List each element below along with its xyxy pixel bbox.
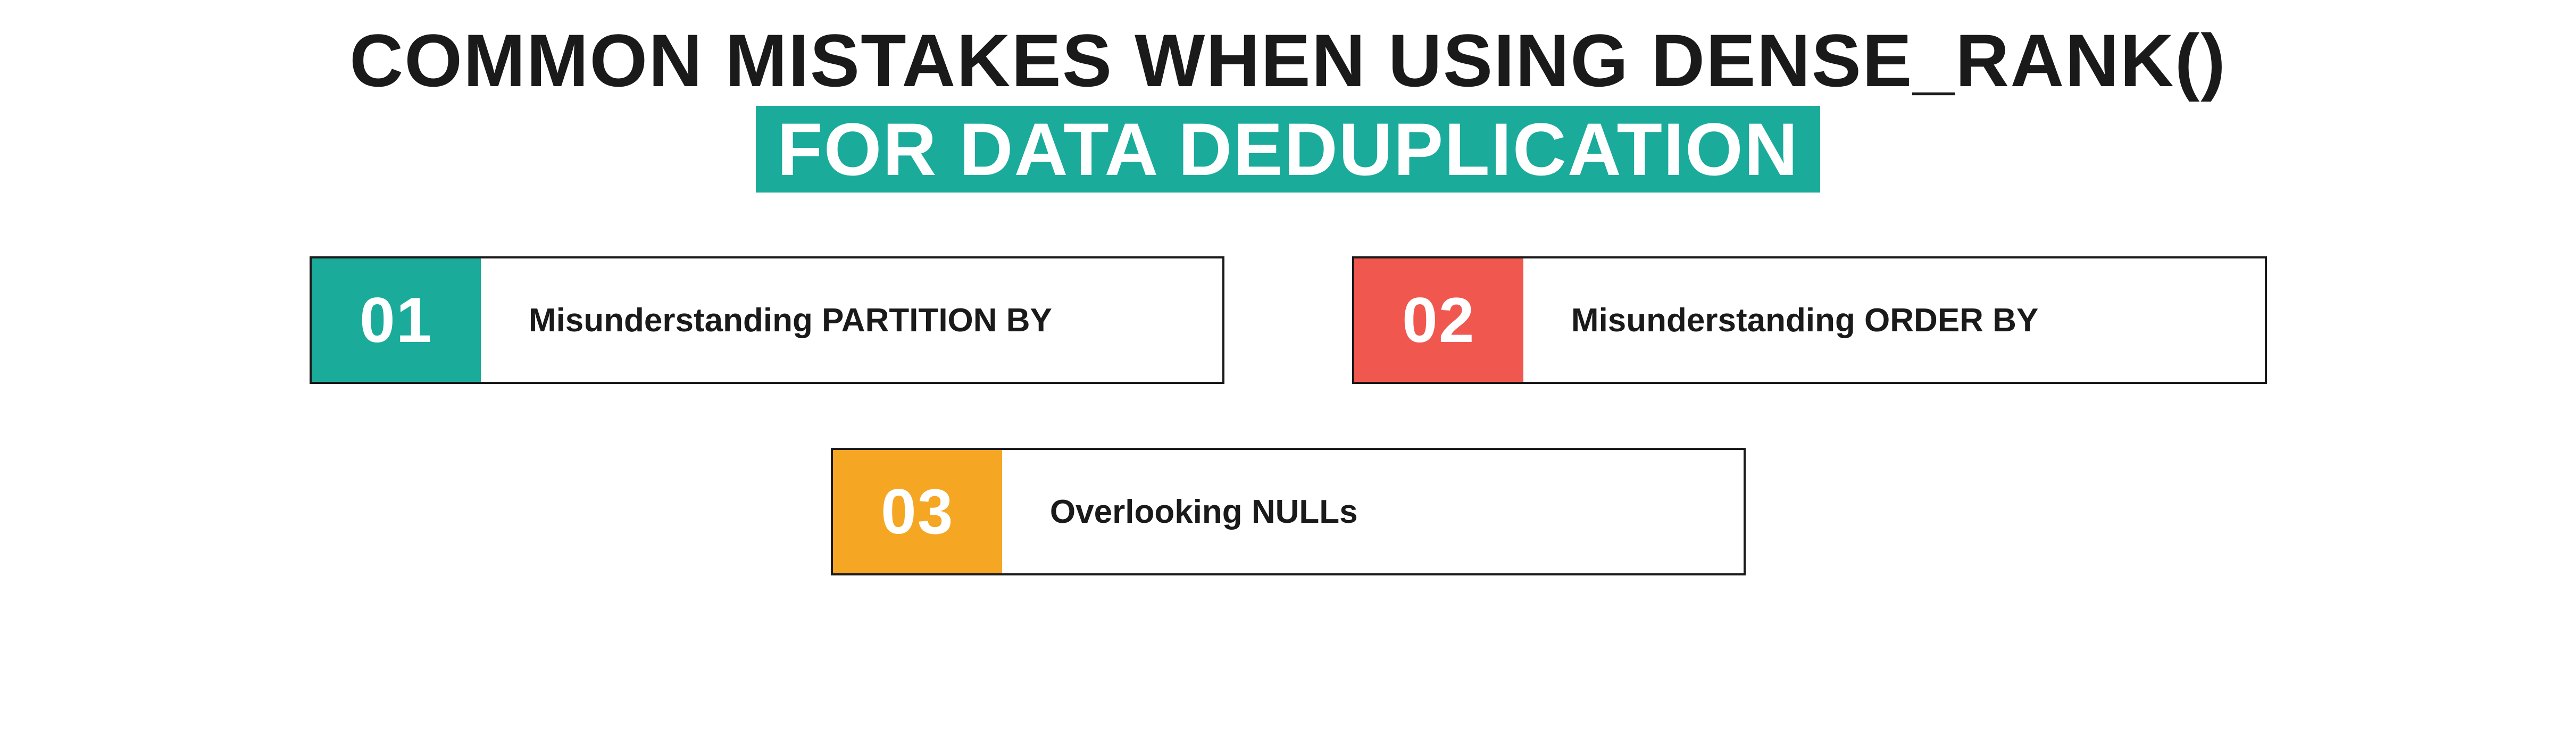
item-label-box: Misunderstanding PARTITION BY — [481, 258, 1222, 382]
item-label-box: Overlooking NULLs — [1002, 450, 1744, 573]
item-label: Misunderstanding ORDER BY — [1571, 302, 2038, 339]
item-number-box: 02 — [1354, 258, 1523, 382]
item-label: Misunderstanding PARTITION BY — [529, 302, 1052, 339]
item-number-box: 03 — [833, 450, 1002, 573]
item-label: Overlooking NULLs — [1050, 493, 1358, 531]
item-label-box: Misunderstanding ORDER BY — [1523, 258, 2265, 382]
mistake-item-2: 02 Misunderstanding ORDER BY — [1352, 256, 2267, 384]
item-number: 01 — [360, 283, 432, 357]
item-number: 02 — [1402, 283, 1475, 357]
items-container: 01 Misunderstanding PARTITION BY 02 Misu… — [310, 256, 2267, 575]
item-number: 03 — [881, 475, 954, 548]
items-row-2: 03 Overlooking NULLs — [831, 448, 1746, 575]
mistake-item-1: 01 Misunderstanding PARTITION BY — [310, 256, 1224, 384]
infographic-title: COMMON MISTAKES WHEN USING DENSE_RANK() … — [349, 21, 2227, 193]
items-row-1: 01 Misunderstanding PARTITION BY 02 Misu… — [310, 256, 2267, 384]
mistake-item-3: 03 Overlooking NULLs — [831, 448, 1746, 575]
item-number-box: 01 — [312, 258, 481, 382]
title-line-2-highlight: FOR DATA DEDUPLICATION — [756, 106, 1820, 193]
title-line-2: FOR DATA DEDUPLICATION — [777, 107, 1799, 191]
title-line-1: COMMON MISTAKES WHEN USING DENSE_RANK() — [349, 21, 2227, 99]
